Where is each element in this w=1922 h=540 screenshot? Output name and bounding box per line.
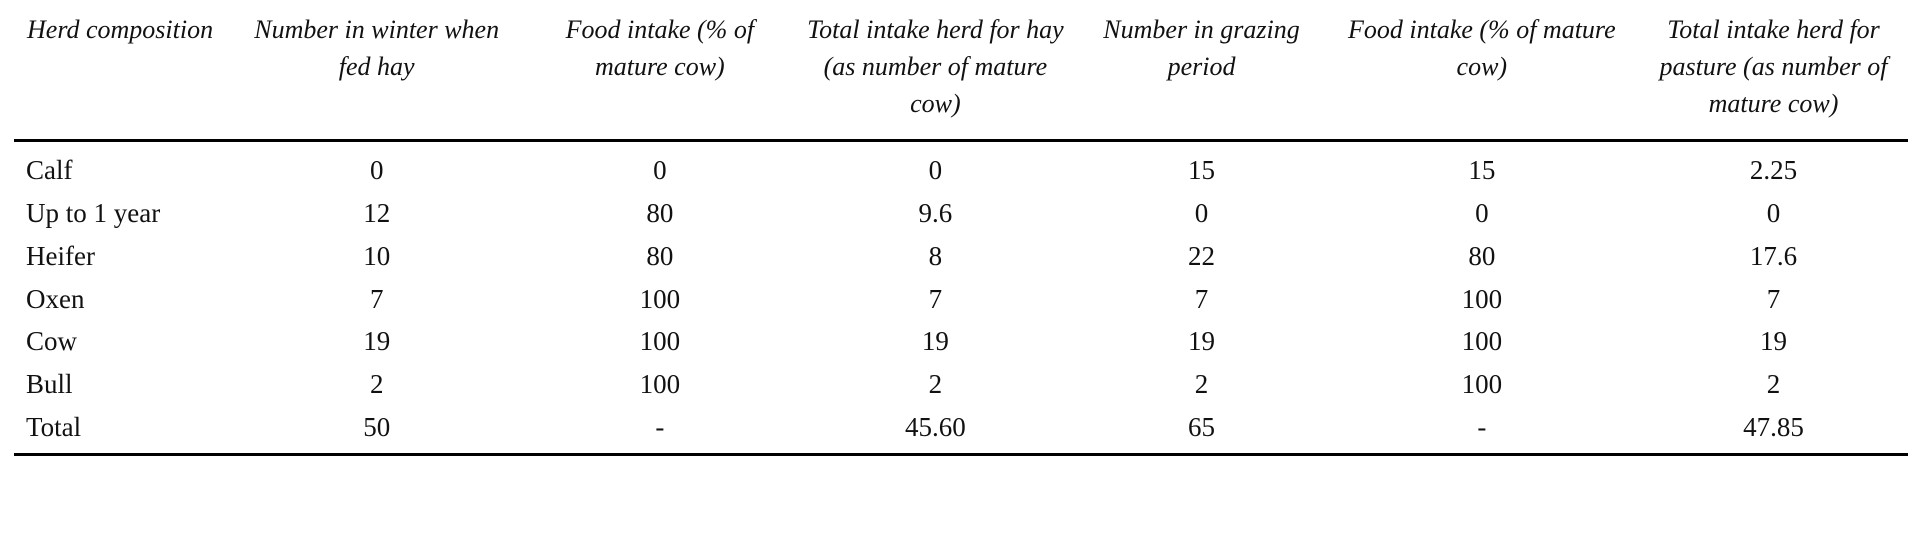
- value-cell: 2: [1766, 369, 1781, 400]
- value-cell: 19: [1760, 326, 1787, 357]
- table-body: Calf 0 0 0 15 15 2.25 Up to 1 year 12 80 9.6 0 0 0 Hei…: [14, 140, 1908, 457]
- value-cell: 0: [1194, 197, 1209, 228]
- value-cell: -: [527, 406, 793, 457]
- value-cell: 10: [363, 240, 391, 271]
- row-label-cell: Bull: [26, 369, 73, 400]
- value-cell: 50: [226, 406, 528, 457]
- row-label-cell: Oxen: [26, 283, 85, 314]
- value-cell: 47.85: [1639, 406, 1908, 457]
- value-cell: 22: [1188, 240, 1216, 271]
- table-row-up-to-1-year: Up to 1 year 12 80 9.6 0 0 0: [14, 192, 1908, 235]
- value-cell: 0: [1766, 197, 1781, 228]
- value-cell: 19: [921, 326, 949, 357]
- value-cell: 2: [369, 369, 384, 400]
- value-cell: 15: [1468, 154, 1496, 185]
- value-cell: 100: [639, 369, 681, 400]
- herd-composition-table: Herd composition Number in winter when fe…: [14, 8, 1908, 457]
- value-cell: -: [1324, 406, 1640, 457]
- value-cell: 17.6: [1749, 240, 1798, 271]
- value-cell: 7: [369, 283, 384, 314]
- value-cell: 19: [363, 326, 391, 357]
- column-header-4: Total intake herd for hay (as number of …: [792, 8, 1079, 142]
- value-cell: 9.6: [918, 197, 953, 228]
- value-cell: 2: [1194, 369, 1209, 400]
- value-cell: 7: [928, 283, 943, 314]
- value-cell: 45.60: [792, 406, 1079, 457]
- value-cell: 0: [653, 154, 667, 185]
- value-cell: 100: [639, 283, 681, 314]
- value-cell: 0: [369, 154, 384, 185]
- value-cell: 0: [1475, 197, 1489, 228]
- value-cell: 12: [363, 197, 391, 228]
- table-row-bull: Bull 2 100 2 2 100 2: [14, 363, 1908, 406]
- column-header-7: Total intake herd for pasture (as number…: [1639, 8, 1908, 142]
- row-label-cell: Up to 1 year: [26, 197, 161, 228]
- table-row-oxen: Oxen 7 100 7 7 100 7: [14, 278, 1908, 321]
- row-label-cell: Cow: [26, 326, 78, 357]
- value-cell: 80: [646, 240, 674, 271]
- value-cell: 19: [1188, 326, 1216, 357]
- table-row-heifer: Heifer 10 80 8 22 80 17.6: [14, 235, 1908, 278]
- column-header-6: Food intake (% of mature cow): [1324, 8, 1640, 142]
- column-header-3: Food intake (% of mature cow): [527, 8, 793, 142]
- header-row: Herd composition Number in winter when fe…: [14, 8, 1908, 142]
- row-label-cell: Calf: [26, 154, 73, 185]
- value-cell: 100: [1461, 283, 1503, 314]
- value-cell: 2: [928, 369, 943, 400]
- column-header-1: Herd composition: [14, 8, 227, 142]
- row-label-cell: Heifer: [26, 240, 95, 271]
- value-cell: 80: [1468, 240, 1496, 271]
- row-label-cell: Total: [14, 406, 227, 457]
- value-cell: 80: [646, 197, 674, 228]
- value-cell: 15: [1188, 154, 1216, 185]
- value-cell: 100: [1461, 369, 1503, 400]
- value-cell: 8: [928, 240, 943, 271]
- value-cell: 100: [1461, 326, 1503, 357]
- column-header-2: Number in winter when fed hay: [226, 8, 528, 142]
- value-cell: 7: [1766, 283, 1781, 314]
- value-cell: 100: [639, 326, 681, 357]
- column-header-5: Number in grazing period: [1078, 8, 1325, 142]
- value-cell: 0: [928, 154, 943, 185]
- value-cell: 65: [1078, 406, 1325, 457]
- table-row-calf: Calf 0 0 0 15 15 2.25: [14, 140, 1908, 191]
- value-cell: 2.25: [1749, 154, 1798, 185]
- table-row-cow: Cow 19 100 19 19 100 19: [14, 320, 1908, 363]
- table-row-total: Total 50-45.60 65-47.85: [14, 406, 1908, 457]
- value-cell: 7: [1194, 283, 1209, 314]
